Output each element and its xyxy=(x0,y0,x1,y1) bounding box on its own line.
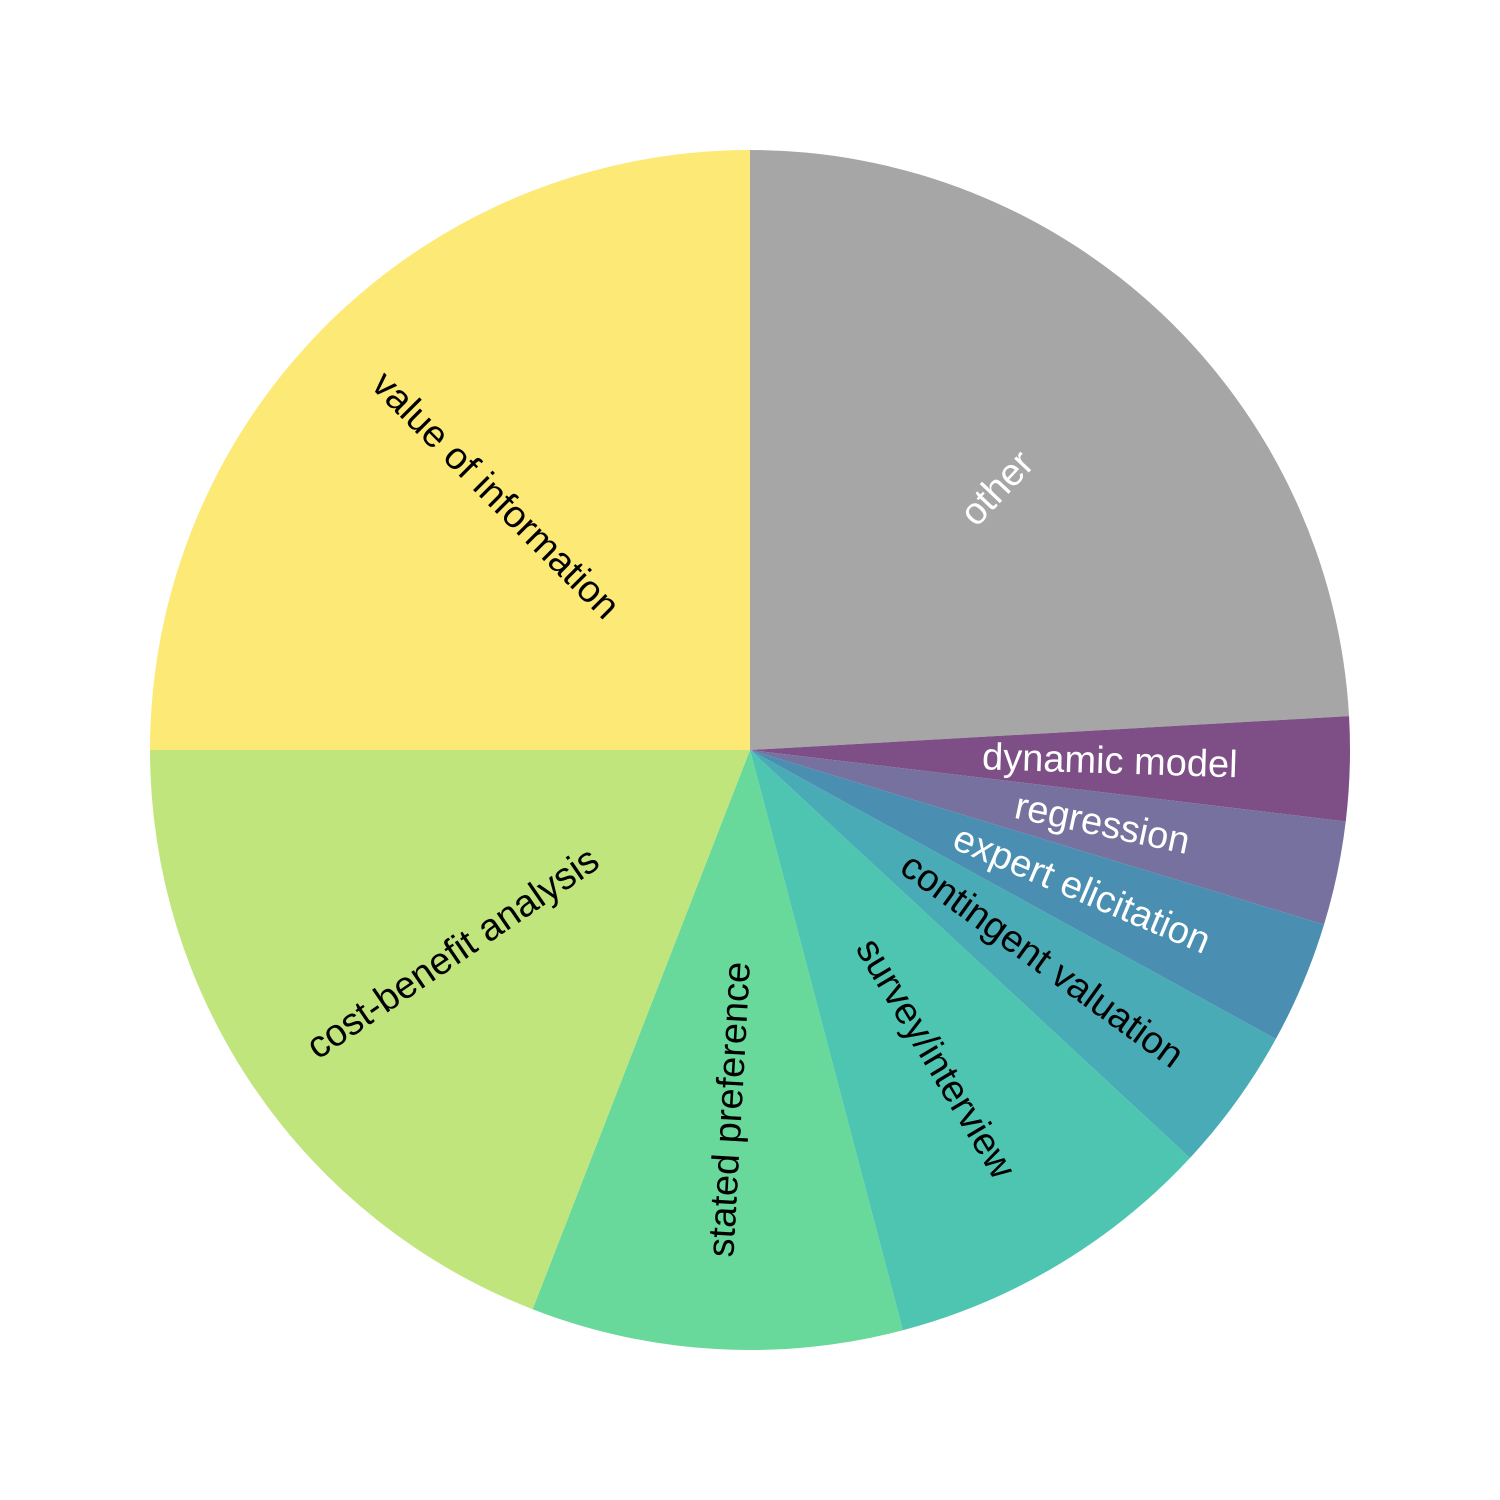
pie-slice-3 xyxy=(750,750,1325,1040)
pie-slices xyxy=(150,150,1351,1350)
pie-slice-label-1: dynamic model xyxy=(981,736,1238,786)
pie-slice-4 xyxy=(750,750,1276,1158)
pie-slice-1 xyxy=(750,716,1351,822)
pie-slice-6 xyxy=(532,750,903,1350)
pie-slice-0 xyxy=(750,150,1350,750)
pie-slice-2 xyxy=(750,750,1346,925)
pie-slice-7 xyxy=(150,750,750,1310)
pie-slice-8 xyxy=(150,150,750,750)
pie-slice-5 xyxy=(750,750,1190,1331)
